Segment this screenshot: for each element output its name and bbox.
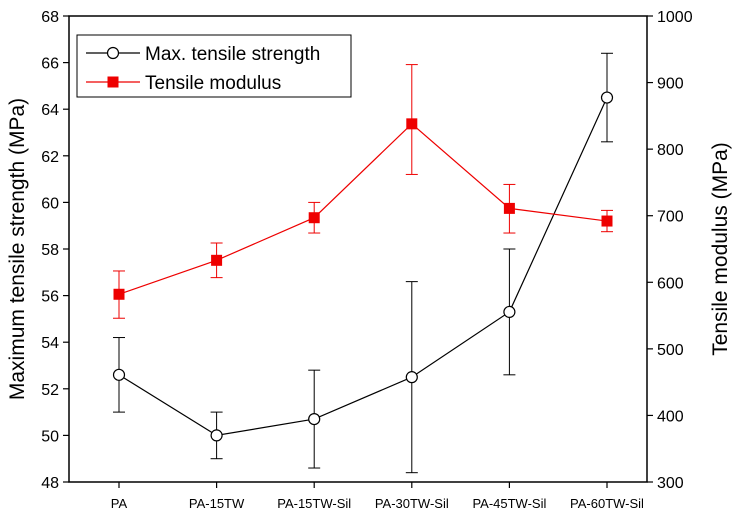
- data-point: [406, 118, 418, 130]
- legend-modulus-label: Tensile modulus: [145, 73, 281, 94]
- legend-box: [76, 34, 352, 98]
- series-modulus: [113, 64, 613, 319]
- left-tick-label: 68: [41, 9, 59, 26]
- data-point: [112, 368, 126, 381]
- right-axis: 300 400 500 600 700 800 900 1000: [647, 9, 693, 492]
- left-axis: 48 50 52 54 56 58 60 62 64 66 68: [41, 9, 69, 492]
- data-point: [308, 212, 320, 224]
- left-tick-label: 60: [41, 195, 59, 212]
- x-tick-label: PA-15TW: [189, 496, 245, 511]
- legend-modulus-marker: [107, 76, 119, 88]
- left-tick-label: 56: [41, 289, 59, 306]
- right-tick-label: 300: [657, 475, 684, 492]
- legend-strength-marker: [106, 46, 120, 60]
- series-strength: [112, 52, 614, 474]
- data-point: [113, 288, 125, 300]
- legend-strength-label: Max. tensile strength: [145, 44, 320, 65]
- x-tick-label: PA: [111, 496, 128, 511]
- right-axis-title: Tensile modulus (MPa): [709, 142, 732, 356]
- legend: Max. tensile strength Tensile modulus: [76, 34, 352, 98]
- right-tick-label: 600: [657, 275, 684, 292]
- data-point: [210, 429, 223, 442]
- data-point: [503, 202, 515, 214]
- right-tick-label: 500: [657, 342, 684, 359]
- right-tick-label: 900: [657, 76, 684, 93]
- right-tick-label: 1000: [657, 9, 693, 26]
- left-tick-label: 48: [41, 475, 59, 492]
- series-line: [118, 123, 608, 295]
- data-point: [600, 91, 614, 104]
- x-tick-label: PA-60TW-Sil: [570, 496, 644, 511]
- left-axis-title: Maximum tensile strength (MPa): [6, 98, 29, 400]
- right-tick-label: 400: [657, 408, 684, 425]
- data-point: [308, 412, 321, 426]
- left-tick-label: 52: [41, 382, 59, 399]
- left-tick-label: 50: [41, 428, 59, 445]
- left-tick-label: 58: [41, 242, 59, 259]
- data-point: [503, 305, 516, 319]
- data-point: [405, 371, 418, 384]
- left-tick-label: 66: [41, 56, 59, 73]
- series-line: [118, 97, 608, 437]
- x-tick-label: PA-45TW-Sil: [472, 496, 546, 511]
- data-point: [211, 254, 223, 266]
- left-tick-label: 54: [41, 335, 59, 352]
- left-tick-label: 64: [41, 102, 59, 119]
- x-axis: PA PA-15TW PA-15TW-Sil PA-30TW-Sil PA-45TW-S…: [111, 482, 644, 511]
- right-tick-label: 700: [657, 209, 684, 226]
- x-tick-label: PA-15TW-Sil: [277, 496, 351, 511]
- right-tick-label: 800: [657, 142, 684, 159]
- left-tick-label: 62: [41, 149, 59, 166]
- data-point: [601, 215, 613, 227]
- x-tick-label: PA-30TW-Sil: [375, 496, 449, 511]
